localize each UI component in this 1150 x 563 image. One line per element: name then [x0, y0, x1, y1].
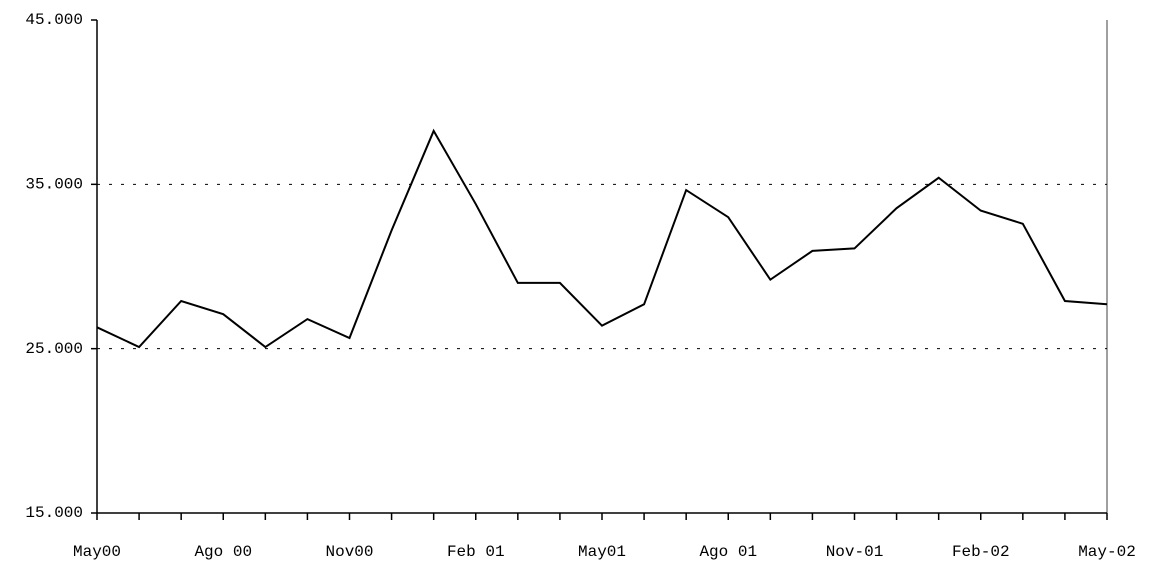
x-tick-label: Ago 01	[699, 543, 757, 561]
x-tick-label: Feb 01	[447, 543, 505, 561]
x-tick-label: Nov00	[325, 543, 373, 561]
y-tick-label: 25.000	[25, 340, 83, 358]
y-tick-label: 35.000	[25, 176, 83, 194]
line	[96, 128, 1108, 349]
x-tick-label: May00	[73, 543, 121, 561]
x-tick-label: Nov-01	[826, 543, 884, 561]
y-tick-label: 15.000	[25, 504, 83, 522]
x-tick-label: May-02	[1078, 543, 1136, 561]
y-tick-label: 45.000	[25, 11, 83, 29]
x-tick-label: Ago 00	[194, 543, 252, 561]
x-tick-label: Feb-02	[952, 543, 1010, 561]
x-tick-label: May01	[578, 543, 626, 561]
